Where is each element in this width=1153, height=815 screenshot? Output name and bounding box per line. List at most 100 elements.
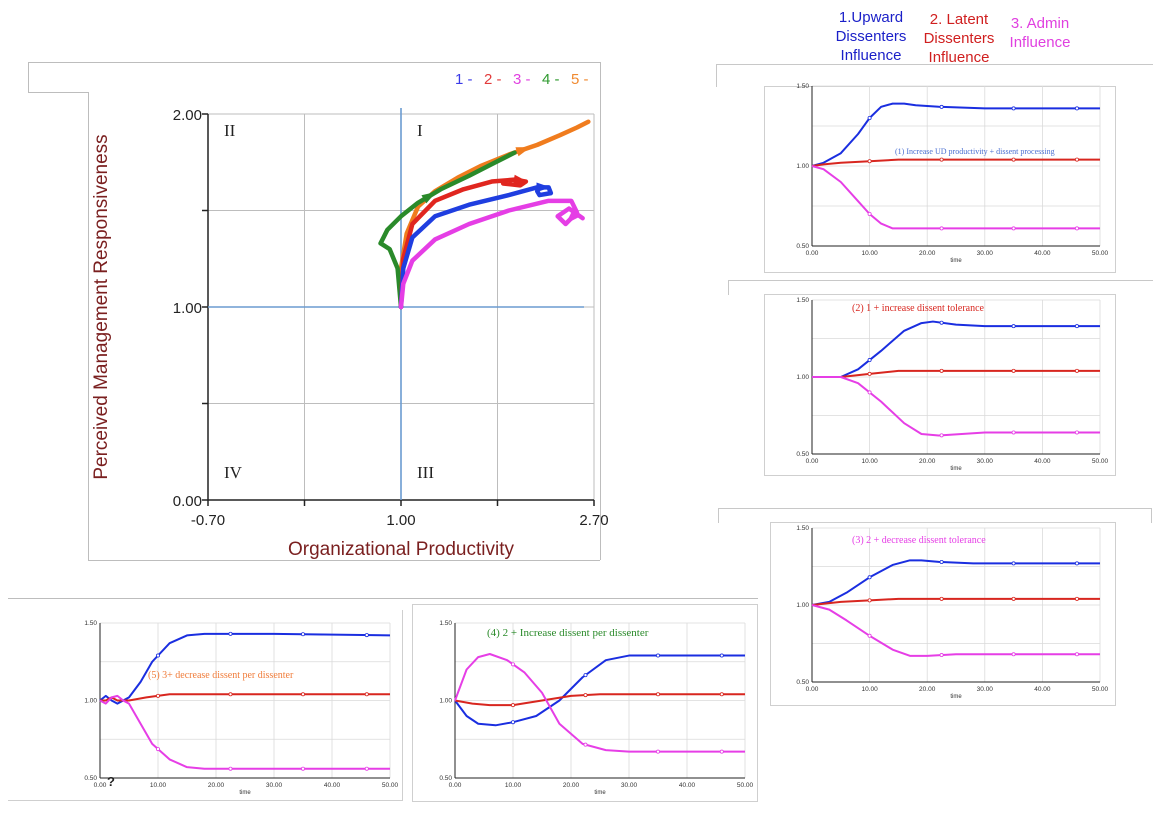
- x-tick-label: 10.00: [861, 458, 878, 465]
- x-tick-label: 30.00: [977, 250, 994, 257]
- series-marker: [1074, 368, 1079, 373]
- series-marker: [510, 720, 515, 725]
- x-tick-label: 40.00: [1034, 458, 1051, 465]
- series-marker: [1074, 561, 1079, 566]
- series-line: [811, 604, 1100, 657]
- series-marker: [364, 692, 369, 697]
- x-tick-label: 50.00: [1092, 250, 1109, 257]
- phase-legend-entry: 3 -: [513, 71, 531, 88]
- x-tick-label: 50.00: [737, 782, 754, 789]
- series-marker: [155, 693, 160, 698]
- y-tick-label: 1.00: [796, 163, 809, 170]
- y-tick-label: 1.50: [796, 525, 809, 532]
- y-tick-label: 1.50: [796, 297, 809, 304]
- series-marker: [656, 749, 661, 754]
- series-marker: [939, 596, 944, 601]
- series-marker: [583, 742, 588, 747]
- series-marker: [1011, 106, 1016, 111]
- phase-series-arrow: [421, 191, 437, 204]
- series-line: [812, 320, 1100, 378]
- series-marker: [939, 320, 944, 325]
- series-marker: [364, 766, 369, 771]
- series-marker: [939, 560, 944, 565]
- series-line: [811, 158, 1100, 167]
- panel-frame-run-2: [728, 280, 1153, 295]
- y-tick-label: 0.50: [796, 451, 809, 458]
- y-tick-label: 0.50: [439, 775, 452, 782]
- series-marker: [867, 211, 872, 216]
- phase-legend-entry: 4 -: [542, 71, 560, 88]
- series-line: [812, 369, 1100, 378]
- series-marker: [867, 358, 872, 363]
- legend-line: Dissenters: [835, 28, 907, 45]
- series-marker: [939, 157, 944, 162]
- series-marker: [1074, 324, 1079, 329]
- series-marker: [228, 692, 233, 697]
- panel-run-1: [764, 86, 1116, 273]
- phase-series-arrow: [536, 182, 551, 193]
- y-tick-label: 1.50: [796, 83, 809, 90]
- phase-legend-entry: 5 -: [571, 71, 589, 88]
- chart-title: (2) 1 + increase dissent tolerance: [852, 303, 985, 314]
- series-marker: [939, 368, 944, 373]
- series-marker: [1074, 226, 1079, 231]
- series-marker: [1074, 430, 1079, 435]
- series-line: [811, 165, 1100, 230]
- x-tick-label: 30.00: [977, 458, 994, 465]
- y-tick-label: 1.00: [796, 602, 809, 609]
- panel-frame-run-1: [716, 64, 1153, 87]
- legend-latent-dissenters: 2. Latent Dissenters Influence: [916, 10, 1002, 67]
- series-line: [100, 693, 390, 702]
- x-axis-label: time: [950, 694, 962, 700]
- x-tick-label: 30.00: [977, 686, 994, 693]
- series-marker: [1011, 430, 1016, 435]
- x-tick-label: 1.00: [386, 512, 415, 529]
- phase-legend-entry: 2 -: [484, 71, 502, 88]
- x-axis-label: time: [239, 790, 251, 796]
- y-tick-label: 0.00: [173, 493, 202, 510]
- x-tick-label: 0.00: [94, 782, 107, 789]
- series-marker: [228, 766, 233, 771]
- panel-frame-run-3: [718, 508, 1152, 523]
- series-marker: [583, 673, 588, 678]
- series-marker: [300, 692, 305, 697]
- series-line: [811, 597, 1100, 606]
- legend-line: Dissenters: [923, 30, 995, 47]
- x-axis-label: time: [594, 790, 606, 796]
- x-tick-label: 20.00: [919, 250, 936, 257]
- x-tick-label: -0.70: [191, 512, 225, 529]
- phase-series-line: [378, 150, 517, 310]
- x-tick-label: 0.00: [806, 686, 819, 693]
- y-tick-label: 0.50: [796, 243, 809, 250]
- x-tick-label: 0.00: [806, 458, 819, 465]
- phase-legend-entry: 1 -: [455, 71, 473, 88]
- x-tick-label: 40.00: [1034, 686, 1051, 693]
- legend-line: Influence: [928, 49, 990, 66]
- series-marker: [364, 633, 369, 638]
- legend-admin-influence: 3. Admin Influence: [1000, 14, 1080, 52]
- x-tick-label: 10.00: [150, 782, 167, 789]
- series-marker: [1011, 368, 1016, 373]
- panel-run-2: [764, 294, 1116, 476]
- series-marker: [867, 598, 872, 603]
- series-marker: [719, 692, 724, 697]
- quadrant-label-III: III: [417, 463, 434, 482]
- x-tick-label: 40.00: [1034, 250, 1051, 257]
- series-line: [812, 376, 1100, 437]
- y-axis-label: Perceived Management Responsiveness: [91, 134, 112, 479]
- x-tick-label: 30.00: [266, 782, 283, 789]
- series-line: [99, 632, 391, 705]
- series-marker: [867, 159, 872, 164]
- y-tick-label: 0.50: [84, 775, 97, 782]
- series-line: [454, 654, 745, 727]
- chart-title: (4) 2 + Increase dissent per dissenter: [487, 627, 649, 639]
- series-marker: [719, 749, 724, 754]
- panel-frame-bottom: [8, 598, 758, 599]
- series-marker: [1011, 324, 1016, 329]
- chart-title: (1) Increase UD productivity + dissent p…: [895, 147, 1055, 156]
- series-marker: [656, 692, 661, 697]
- series-marker: [719, 653, 724, 658]
- x-tick-label: 50.00: [382, 782, 399, 789]
- series-line: [811, 102, 1100, 167]
